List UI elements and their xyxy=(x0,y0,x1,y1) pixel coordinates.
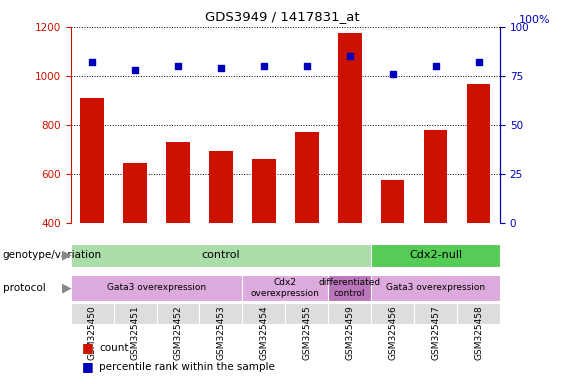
Point xyxy=(345,53,354,59)
Text: GSM325452: GSM325452 xyxy=(173,305,182,360)
Text: GSM325459: GSM325459 xyxy=(345,305,354,360)
Bar xyxy=(242,303,285,324)
Text: count: count xyxy=(99,343,128,353)
Text: protocol: protocol xyxy=(3,283,46,293)
Text: ■: ■ xyxy=(82,341,94,354)
Bar xyxy=(285,303,328,324)
Bar xyxy=(71,244,371,267)
Bar xyxy=(242,275,328,301)
Point xyxy=(259,63,268,69)
Text: ■: ■ xyxy=(82,360,94,373)
Point xyxy=(431,63,440,69)
Text: ▶: ▶ xyxy=(62,249,72,262)
Bar xyxy=(467,84,490,223)
Bar xyxy=(199,303,242,324)
Text: differentiated
control: differentiated control xyxy=(319,278,381,298)
Text: genotype/variation: genotype/variation xyxy=(3,250,102,260)
Text: GDS3949 / 1417831_at: GDS3949 / 1417831_at xyxy=(205,10,360,23)
Text: Gata3 overexpression: Gata3 overexpression xyxy=(386,283,485,293)
Point xyxy=(131,67,140,73)
Point xyxy=(173,63,182,69)
Point xyxy=(388,71,397,77)
Bar xyxy=(338,33,362,223)
Bar xyxy=(123,163,147,223)
Bar xyxy=(166,142,190,223)
Bar xyxy=(414,303,457,324)
Bar xyxy=(114,303,157,324)
Point xyxy=(216,65,225,71)
Bar xyxy=(328,275,371,301)
Bar xyxy=(371,244,500,267)
Text: GSM325451: GSM325451 xyxy=(131,305,140,360)
Bar xyxy=(157,303,199,324)
Text: ▶: ▶ xyxy=(62,281,72,295)
Bar xyxy=(295,132,319,223)
Text: GSM325450: GSM325450 xyxy=(88,305,97,360)
Text: GSM325455: GSM325455 xyxy=(302,305,311,360)
Text: Cdx2-null: Cdx2-null xyxy=(409,250,462,260)
Text: GSM325454: GSM325454 xyxy=(259,305,268,360)
Bar xyxy=(371,303,414,324)
Point xyxy=(88,59,97,65)
Bar xyxy=(71,303,114,324)
Bar xyxy=(381,180,405,223)
Bar xyxy=(80,98,104,223)
Text: percentile rank within the sample: percentile rank within the sample xyxy=(99,362,275,372)
Point xyxy=(474,59,483,65)
Text: GSM325457: GSM325457 xyxy=(431,305,440,360)
Bar xyxy=(328,303,371,324)
Point xyxy=(302,63,311,69)
Text: GSM325458: GSM325458 xyxy=(474,305,483,360)
Bar xyxy=(209,151,233,223)
Text: GSM325453: GSM325453 xyxy=(216,305,225,360)
Bar xyxy=(424,130,447,223)
Text: Gata3 overexpression: Gata3 overexpression xyxy=(107,283,206,293)
Bar xyxy=(371,275,500,301)
Text: control: control xyxy=(202,250,240,260)
Text: GSM325456: GSM325456 xyxy=(388,305,397,360)
Text: Cdx2
overexpression: Cdx2 overexpression xyxy=(251,278,320,298)
Y-axis label: 100%: 100% xyxy=(519,15,550,25)
Bar xyxy=(71,275,242,301)
Bar xyxy=(457,303,500,324)
Bar xyxy=(252,159,276,223)
